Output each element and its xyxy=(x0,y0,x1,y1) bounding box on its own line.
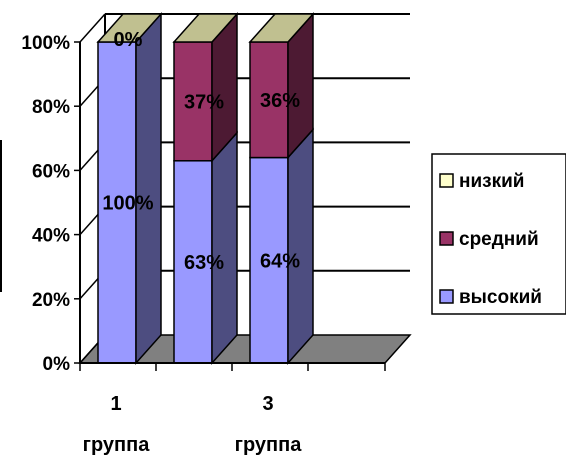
y-tick-label: 0% xyxy=(43,354,71,375)
y-tick-label: 80% xyxy=(32,97,70,118)
y-tick-label: 60% xyxy=(32,161,70,182)
legend-box xyxy=(431,153,566,315)
legend-swatch xyxy=(439,231,454,246)
bar-side xyxy=(287,127,314,365)
legend-label: высокий xyxy=(459,287,542,308)
bar-front xyxy=(173,41,213,162)
bar-front xyxy=(97,41,137,364)
category-word-label: группа xyxy=(235,434,303,456)
data-label: 36% xyxy=(260,90,300,112)
category-word-label: группа xyxy=(83,434,151,456)
y-tick-label: 100% xyxy=(21,33,70,54)
bar-side xyxy=(211,130,238,365)
data-label: 37% xyxy=(184,91,224,113)
bar-front xyxy=(173,160,213,364)
bar-side xyxy=(135,12,162,365)
legend-swatch xyxy=(439,173,454,188)
bar-top xyxy=(172,13,239,43)
y-tick-label: 40% xyxy=(32,226,70,247)
category-number-label: 3 xyxy=(262,393,273,415)
legend-label: низкий xyxy=(459,171,524,192)
depth-gridline xyxy=(79,13,106,43)
data-label: 100% xyxy=(102,193,153,215)
data-label: 0% xyxy=(114,29,143,51)
data-label: 64% xyxy=(260,250,300,272)
bar-top xyxy=(248,13,315,43)
legend-swatch xyxy=(439,289,454,304)
y-tick-label: 20% xyxy=(32,290,70,311)
data-label: 63% xyxy=(184,252,224,274)
category-number-label: 1 xyxy=(110,393,121,415)
bar-top xyxy=(96,13,163,43)
legend-label: средний xyxy=(459,229,539,250)
